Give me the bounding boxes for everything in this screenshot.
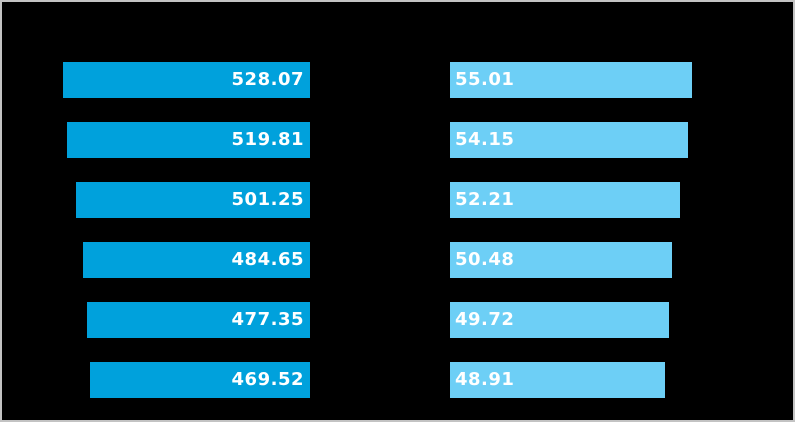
right-series-bar: 54.15 [450, 122, 688, 158]
left-bar-value-label: 477.35 [231, 309, 304, 330]
left-series-cell: 484.65 [2, 242, 310, 278]
right-bar-value-label: 50.48 [455, 249, 515, 270]
bar-row: 484.65 50.48 [2, 242, 793, 278]
category-gap [310, 242, 450, 278]
right-series-bar: 49.72 [450, 302, 669, 338]
left-series-bar: 469.52 [90, 362, 310, 398]
right-bar-value-label: 48.91 [455, 369, 515, 390]
left-series-cell: 519.81 [2, 122, 310, 158]
left-series-bar: 501.25 [76, 182, 310, 218]
left-bar-value-label: 469.52 [231, 369, 304, 390]
left-bar-value-label: 484.65 [231, 249, 304, 270]
category-gap [310, 122, 450, 158]
bar-row: 477.35 49.72 [2, 302, 793, 338]
right-bar-value-label: 54.15 [455, 129, 515, 150]
left-bar-value-label: 519.81 [231, 129, 304, 150]
left-series-cell: 528.07 [2, 62, 310, 98]
left-bar-value-label: 501.25 [231, 189, 304, 210]
bar-row: 501.25 52.21 [2, 182, 793, 218]
left-series-cell: 477.35 [2, 302, 310, 338]
right-series-cell: 55.01 [450, 62, 793, 98]
left-bar-value-label: 528.07 [231, 69, 304, 90]
right-series-cell: 54.15 [450, 122, 793, 158]
bar-row: 519.81 54.15 [2, 122, 793, 158]
right-series-cell: 52.21 [450, 182, 793, 218]
bar-row: 528.07 55.01 [2, 62, 793, 98]
left-series-bar: 477.35 [87, 302, 310, 338]
category-gap [310, 362, 450, 398]
right-series-bar: 50.48 [450, 242, 672, 278]
left-series-cell: 469.52 [2, 362, 310, 398]
right-series-cell: 49.72 [450, 302, 793, 338]
right-series-cell: 48.91 [450, 362, 793, 398]
category-gap [310, 302, 450, 338]
right-series-bar: 52.21 [450, 182, 680, 218]
right-series-cell: 50.48 [450, 242, 793, 278]
left-series-bar: 484.65 [83, 242, 310, 278]
bar-row: 469.52 48.91 [2, 362, 793, 398]
category-gap [310, 182, 450, 218]
tornado-bar-chart: 528.07 55.01 519.81 54.15 501.25 52.21 484.65 5… [2, 62, 793, 398]
right-series-bar: 55.01 [450, 62, 692, 98]
category-gap [310, 62, 450, 98]
left-series-bar: 528.07 [63, 62, 310, 98]
right-bar-value-label: 52.21 [455, 189, 515, 210]
right-series-bar: 48.91 [450, 362, 665, 398]
right-bar-value-label: 55.01 [455, 69, 515, 90]
right-bar-value-label: 49.72 [455, 309, 515, 330]
left-series-bar: 519.81 [67, 122, 310, 158]
left-series-cell: 501.25 [2, 182, 310, 218]
